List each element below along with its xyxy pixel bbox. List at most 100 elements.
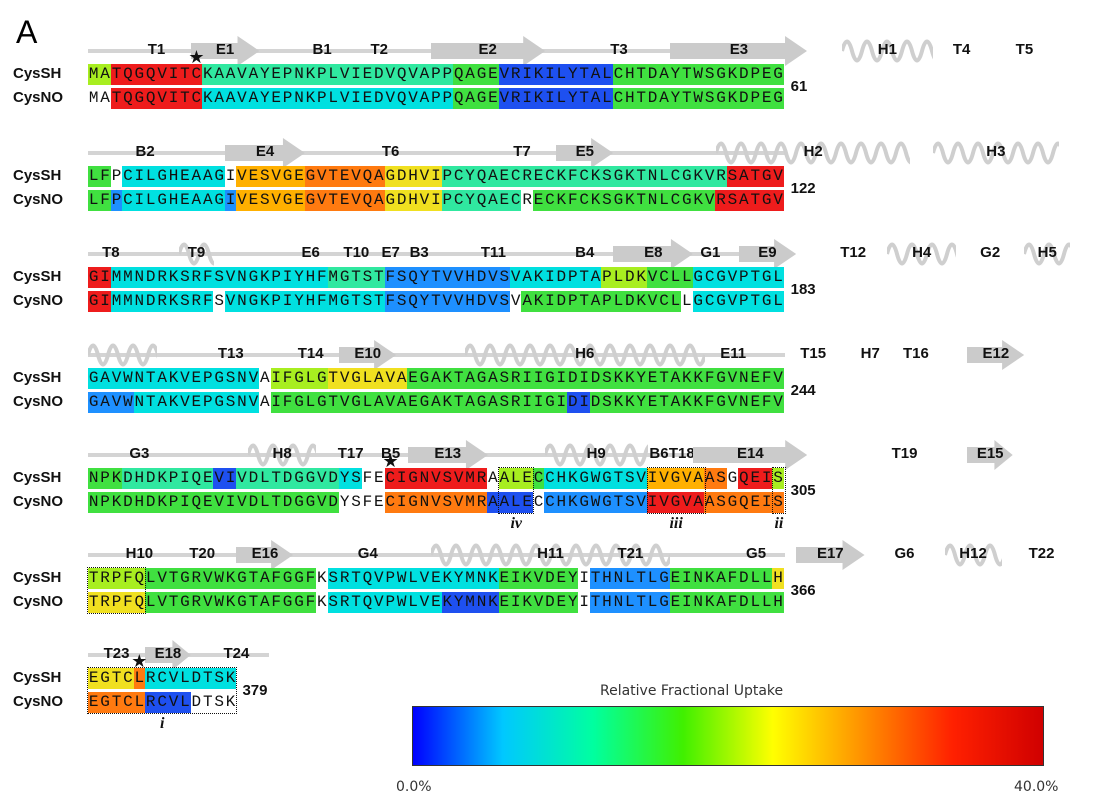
residue: G xyxy=(281,568,294,589)
residue: S xyxy=(395,267,408,288)
residue: Q xyxy=(133,592,146,613)
residue: K xyxy=(703,592,716,613)
residue: P xyxy=(441,166,453,187)
residue: A xyxy=(259,568,271,589)
residue: E xyxy=(202,492,214,513)
residue: A xyxy=(488,469,498,487)
residue: A xyxy=(487,166,499,187)
residue: K xyxy=(624,368,636,389)
colorbar-min-label: 0.0% xyxy=(396,779,432,795)
residue: V xyxy=(316,190,328,211)
residue: L xyxy=(646,592,659,613)
residue: W xyxy=(395,592,408,613)
cyssh-row-label: CysSH xyxy=(13,469,62,486)
residue: D xyxy=(145,267,157,288)
residue: N xyxy=(88,492,100,513)
residue: W xyxy=(213,592,225,613)
residue: Q xyxy=(407,267,419,288)
residue: L xyxy=(145,592,157,613)
ss-element-label: H5 xyxy=(1037,244,1057,261)
residue: L xyxy=(555,64,568,85)
residue: V xyxy=(487,291,499,312)
residue: K xyxy=(692,190,704,211)
residue: G xyxy=(681,190,693,211)
residue: G xyxy=(692,267,704,288)
residue: A xyxy=(418,88,431,109)
residue: A xyxy=(99,392,111,413)
residue: A xyxy=(259,393,270,411)
residue: V xyxy=(635,492,647,513)
residue: G xyxy=(281,592,294,613)
residue: K xyxy=(532,64,545,85)
residue: I xyxy=(167,88,180,109)
residue: T xyxy=(578,88,590,109)
region-label: iii xyxy=(669,515,683,532)
residue: H xyxy=(133,468,146,489)
residue: K xyxy=(521,568,533,589)
residue: T xyxy=(749,166,761,187)
region-label: iv xyxy=(510,515,523,532)
residue: T xyxy=(578,267,590,288)
residue: E xyxy=(749,468,761,489)
ss-element-label: E18 xyxy=(154,645,182,662)
residue: I xyxy=(270,392,282,413)
residue: A xyxy=(658,88,670,109)
residue: M xyxy=(88,89,99,107)
residue: I xyxy=(270,368,282,389)
residue: I xyxy=(646,468,659,489)
residue: L xyxy=(145,166,157,187)
residue: L xyxy=(669,291,682,312)
residue: Y xyxy=(453,592,465,613)
beta-strand-arrow xyxy=(670,36,808,71)
residue: A xyxy=(521,267,533,288)
residue: V xyxy=(384,88,396,109)
residue: F xyxy=(567,190,579,211)
residue: Q xyxy=(122,64,134,85)
ss-element-label: G4 xyxy=(357,545,378,562)
ss-element-label: T6 xyxy=(381,143,400,160)
residue: P xyxy=(601,291,613,312)
residue: E xyxy=(293,166,305,187)
residue: A xyxy=(589,267,602,288)
residue: V xyxy=(384,392,396,413)
residue: K xyxy=(224,668,237,689)
residue: H xyxy=(601,592,613,613)
residue: C xyxy=(122,190,134,211)
residue: E xyxy=(498,166,511,187)
residue: D xyxy=(247,492,260,513)
residue: N xyxy=(612,592,625,613)
ss-element-label: H4 xyxy=(912,244,932,261)
residue: T xyxy=(430,291,442,312)
residue: V xyxy=(646,267,659,288)
residue: L xyxy=(749,568,761,589)
residue: Q xyxy=(361,166,374,187)
residue: L xyxy=(179,668,191,689)
residue: Y xyxy=(567,568,579,589)
residue: A xyxy=(669,368,682,389)
colorbar-gradient xyxy=(412,706,1044,766)
residue: K xyxy=(441,568,453,589)
beta-strand-arrow xyxy=(613,239,694,274)
residue: R xyxy=(156,267,168,288)
ss-element-label: H11 xyxy=(537,545,564,562)
residue: H xyxy=(464,291,476,312)
cysno-row-label: CysNO xyxy=(13,593,64,610)
residue: Y xyxy=(464,190,476,211)
residue: E xyxy=(247,190,260,211)
residue: F xyxy=(304,568,317,589)
residue: C xyxy=(122,166,134,187)
residue: Q xyxy=(361,592,374,613)
ss-coil-line xyxy=(88,151,785,155)
residue: D xyxy=(145,492,157,513)
residue: Y xyxy=(338,468,351,489)
colorbar-title: Relative Fractional Uptake xyxy=(600,683,784,699)
residue: G xyxy=(293,492,305,513)
residue: E xyxy=(190,368,203,389)
ss-element-label: B3 xyxy=(409,244,429,261)
residue: E xyxy=(374,469,384,487)
residue: G xyxy=(727,469,738,487)
residue: F xyxy=(726,592,739,613)
